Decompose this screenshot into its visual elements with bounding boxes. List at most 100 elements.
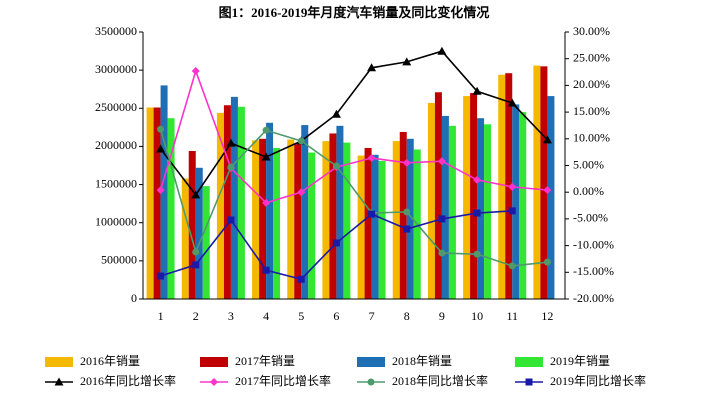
y2-tick-label: 10.00%: [573, 131, 610, 145]
legend-label: 2016年销量: [80, 354, 140, 368]
marker: [543, 258, 551, 266]
bar: [540, 66, 548, 299]
marker: [262, 126, 270, 134]
marker: [297, 275, 305, 283]
marker: [332, 162, 340, 170]
y2-tick-label: 30.00%: [573, 24, 610, 38]
marker: [437, 46, 447, 55]
marker: [367, 378, 375, 386]
line: [159, 68, 548, 204]
y2-tick-label: -15.00%: [573, 264, 614, 278]
bar: [308, 152, 316, 299]
bar: [470, 93, 478, 300]
bar: [364, 147, 372, 299]
legend-label: 2019年同比增长率: [550, 373, 646, 388]
marker: [367, 63, 377, 72]
bar: [329, 133, 337, 299]
bar: [343, 142, 351, 299]
x-tick-label: 1: [158, 309, 164, 323]
legend-label: 2017年销量: [235, 354, 295, 368]
bar: [195, 167, 203, 299]
x-tick-label: 12: [541, 309, 553, 323]
bar: [230, 96, 238, 299]
marker: [473, 175, 482, 184]
x-tick-label: 11: [506, 309, 518, 323]
bar: [216, 112, 224, 299]
legend-label: 2016年同比增长率: [80, 373, 176, 388]
x-tick-label: 10: [471, 309, 483, 323]
y-tick-label: 2000000: [95, 138, 137, 152]
x-tick-label: 8: [404, 309, 410, 323]
y-tick-label: 0: [131, 291, 137, 305]
x-tick-label: 4: [263, 309, 269, 323]
marker: [438, 249, 446, 257]
bar: [301, 125, 309, 299]
marker: [54, 377, 64, 386]
marker: [472, 86, 482, 95]
y2-tick-label: -5.00%: [573, 211, 608, 225]
bar: [202, 186, 210, 299]
x-tick-label: 7: [369, 309, 375, 323]
x-tick-label: 3: [228, 309, 234, 323]
marker: [156, 186, 165, 195]
y-tick-label: 1500000: [95, 176, 137, 190]
y2-tick-label: 5.00%: [573, 157, 604, 171]
bar: [287, 139, 295, 299]
bar: [427, 102, 435, 300]
bar: [181, 178, 189, 299]
x-tick-label: 5: [298, 309, 304, 323]
marker: [403, 208, 411, 216]
y-tick-label: 3500000: [95, 24, 137, 38]
bar: [153, 107, 161, 299]
x-tick-label: 2: [193, 309, 199, 323]
bar: [547, 96, 555, 299]
bar: [237, 106, 245, 299]
bar: [223, 105, 231, 299]
marker: [367, 154, 376, 163]
marker: [508, 262, 516, 270]
marker: [226, 138, 236, 147]
marker: [542, 135, 552, 144]
marker: [157, 125, 165, 133]
bar: [146, 107, 154, 299]
legend-swatch: [45, 357, 73, 367]
bar: [294, 144, 302, 299]
bar: [322, 141, 330, 299]
marker: [331, 109, 341, 118]
marker: [191, 190, 201, 199]
bar: [357, 155, 365, 299]
marker: [402, 57, 412, 66]
bar: [477, 118, 485, 300]
marker: [508, 207, 516, 215]
legend-label: 2018年销量: [392, 354, 452, 368]
marker: [157, 272, 165, 280]
marker: [156, 144, 166, 153]
marker: [507, 98, 517, 107]
marker: [227, 163, 235, 171]
marker: [473, 209, 481, 217]
y2-tick-label: 25.00%: [573, 50, 610, 64]
marker: [543, 186, 552, 195]
y2-tick-label: 0.00%: [573, 184, 604, 198]
y-tick-label: 500000: [101, 253, 137, 267]
y-tick-label: 3000000: [95, 62, 137, 76]
marker: [227, 216, 235, 224]
bar: [448, 125, 456, 300]
marker: [508, 182, 517, 191]
x-tick-label: 6: [333, 309, 339, 323]
bar: [519, 112, 527, 299]
legend-swatch: [200, 357, 228, 367]
bar: [498, 74, 506, 299]
legend-label: 2019年销量: [550, 354, 610, 368]
y2-tick-label: 15.00%: [573, 104, 610, 118]
bar: [371, 154, 379, 299]
marker: [437, 157, 446, 166]
y2-tick-label: -10.00%: [573, 237, 614, 251]
bar: [252, 140, 260, 299]
bar: [273, 147, 281, 299]
marker: [192, 248, 200, 256]
bar: [463, 96, 471, 299]
legend-swatch: [515, 357, 543, 367]
